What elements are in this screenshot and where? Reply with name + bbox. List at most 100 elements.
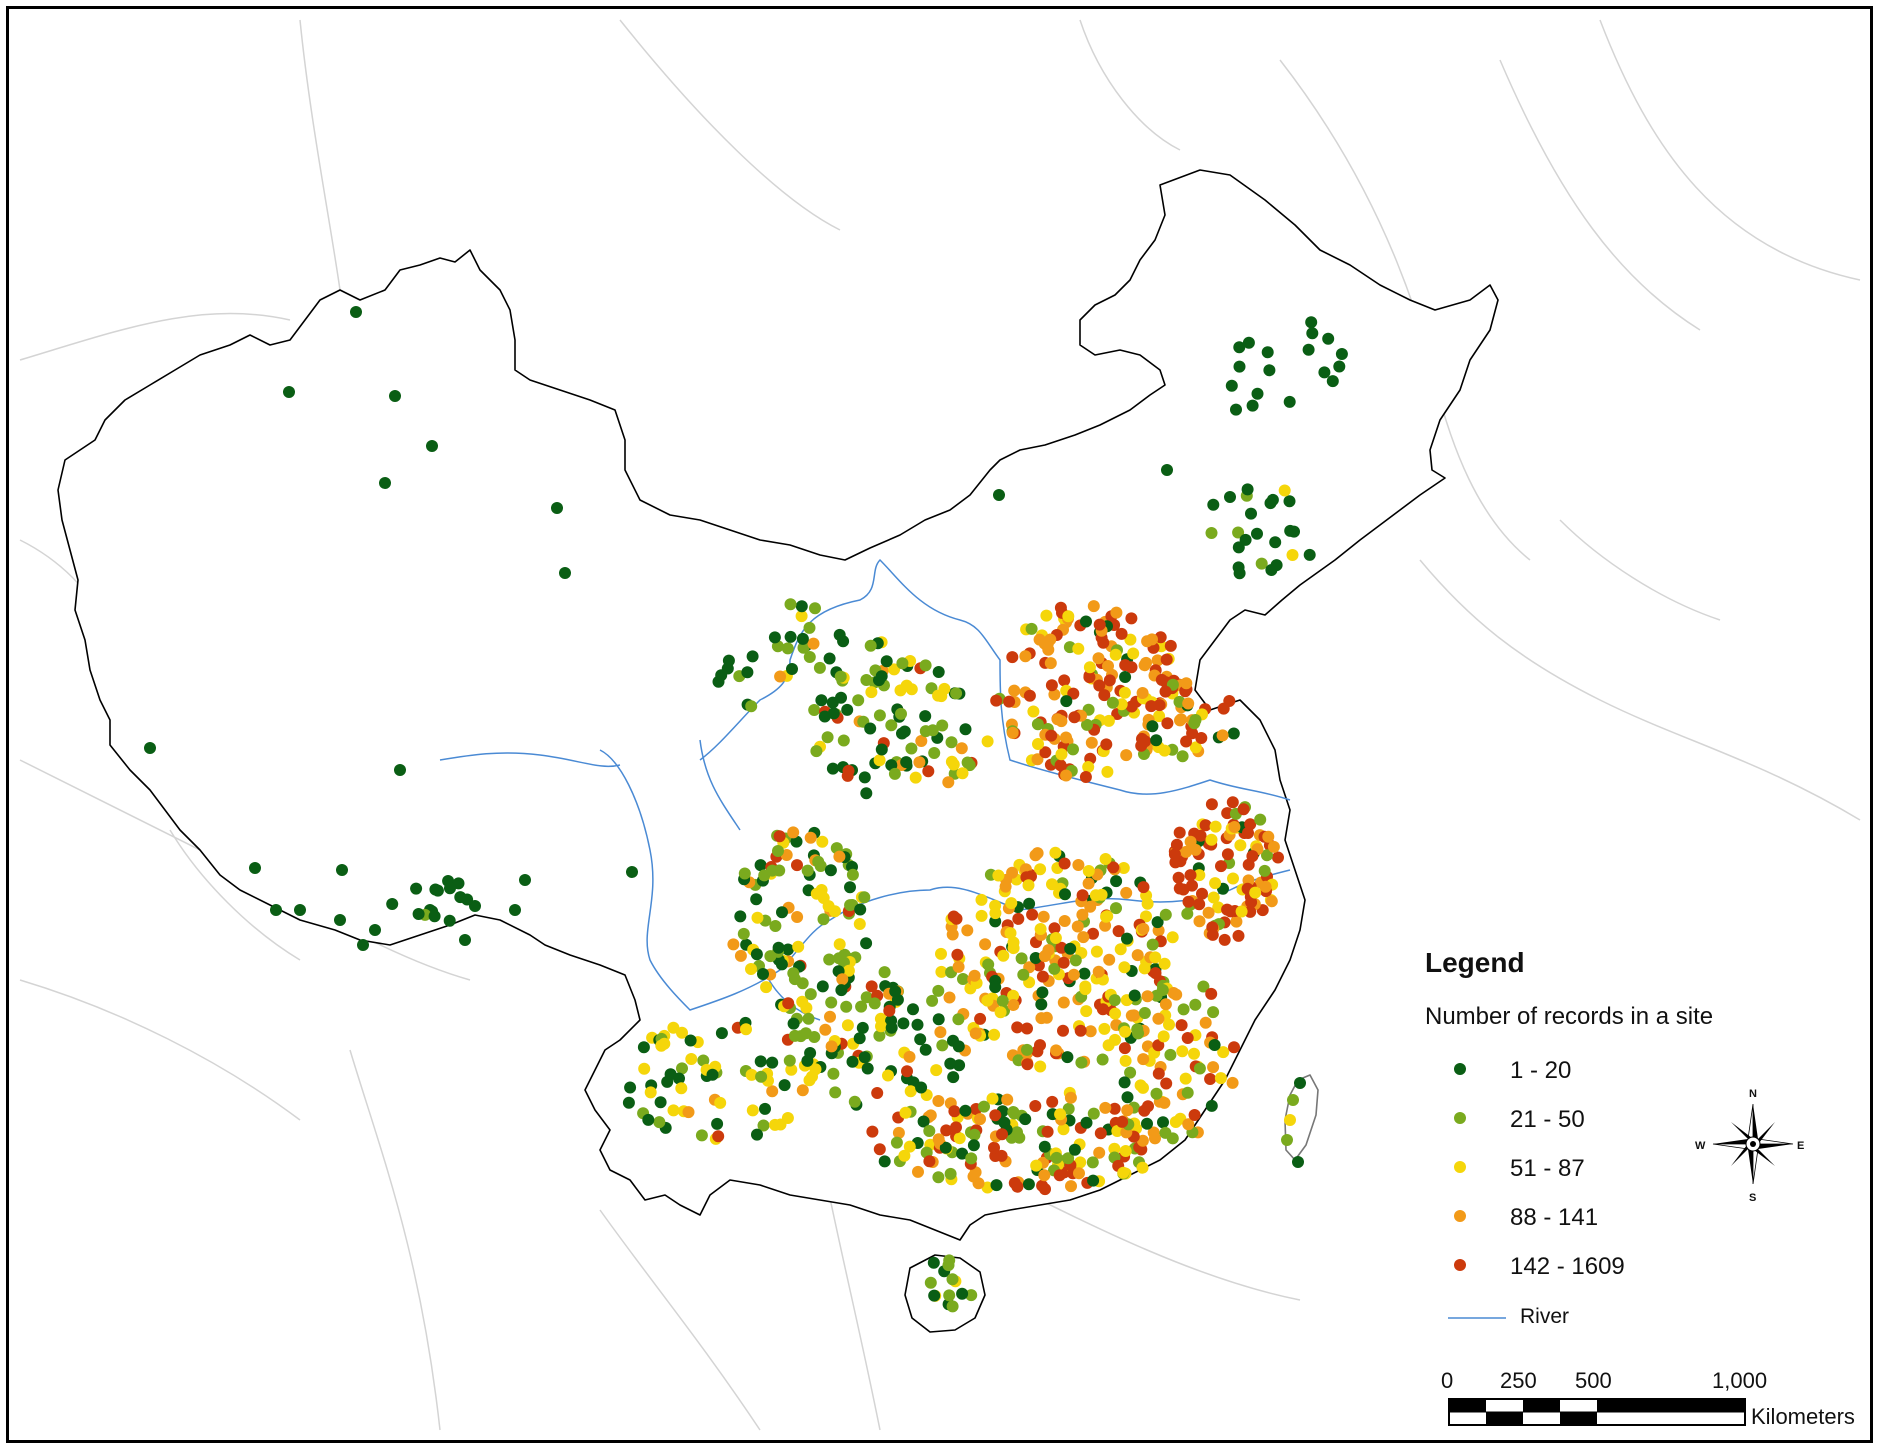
site-point — [898, 1149, 911, 1162]
site-point — [1060, 695, 1073, 708]
legend-label-river: River — [1520, 1305, 1569, 1328]
site-point — [939, 1141, 952, 1154]
site-point — [942, 1259, 955, 1272]
site-point — [1041, 637, 1054, 650]
site-point — [1021, 1058, 1034, 1071]
site-point — [804, 831, 817, 844]
china-outline — [57, 169, 1499, 1333]
site-point — [626, 866, 638, 878]
site-point — [1149, 1132, 1161, 1145]
site-point — [932, 1133, 945, 1146]
site-point — [786, 663, 798, 675]
site-point — [357, 939, 369, 951]
site-point — [1086, 1156, 1099, 1169]
site-point — [1132, 1027, 1145, 1040]
site-point — [797, 641, 810, 654]
site-point — [1265, 895, 1278, 908]
site-point — [1221, 848, 1234, 861]
site-point — [638, 1062, 651, 1075]
site-point — [1145, 700, 1158, 713]
site-point — [955, 742, 968, 755]
site-point — [1335, 348, 1348, 360]
site-point — [912, 1165, 924, 1178]
site-point — [746, 1104, 759, 1117]
site-point — [1232, 929, 1245, 942]
site-point — [1021, 1043, 1033, 1056]
site-point — [836, 973, 849, 986]
site-point — [1125, 661, 1138, 674]
site-point — [825, 996, 838, 1009]
site-point — [676, 1062, 688, 1075]
site-point — [769, 1118, 781, 1131]
site-point — [711, 1117, 724, 1130]
site-point — [873, 1029, 886, 1042]
site-point — [956, 1287, 969, 1300]
site-point — [1084, 900, 1097, 913]
site-point — [788, 1029, 801, 1042]
site-point — [1202, 906, 1215, 919]
site-point — [443, 914, 456, 927]
site-point — [803, 1074, 816, 1087]
site-point — [1102, 660, 1114, 672]
site-point — [684, 1034, 697, 1047]
site-point — [1039, 746, 1052, 759]
site-point — [1007, 936, 1020, 949]
site-point — [809, 602, 821, 615]
site-point — [1294, 1077, 1306, 1089]
site-point — [1053, 1169, 1066, 1182]
site-point — [873, 754, 886, 767]
site-point — [1175, 713, 1188, 726]
site-point — [858, 891, 871, 904]
site-point — [917, 1115, 930, 1128]
site-point — [853, 1032, 866, 1045]
site-point — [992, 869, 1005, 882]
site-point — [746, 650, 759, 663]
site-point — [1254, 813, 1267, 826]
site-point — [875, 743, 888, 756]
site-point — [1007, 999, 1020, 1011]
site-point — [932, 689, 945, 702]
site-point — [1176, 750, 1189, 763]
site-point — [975, 893, 988, 906]
site-point — [1057, 1024, 1069, 1037]
site-point — [1168, 848, 1181, 861]
site-point — [1055, 715, 1068, 728]
site-point — [1242, 336, 1255, 349]
site-point — [784, 630, 797, 643]
site-point — [459, 934, 471, 946]
site-point — [864, 722, 877, 735]
site-point — [959, 723, 972, 736]
site-point — [1179, 1072, 1192, 1085]
site-point — [774, 670, 787, 683]
site-point — [1193, 898, 1206, 911]
site-point — [1035, 998, 1048, 1011]
site-point — [953, 1059, 966, 1072]
site-point — [1175, 1019, 1188, 1032]
site-point — [956, 767, 969, 780]
site-point — [1058, 674, 1071, 687]
site-point — [1049, 846, 1062, 859]
site-point — [896, 727, 908, 740]
site-point — [1172, 871, 1185, 884]
site-point — [772, 941, 785, 954]
site-point — [336, 864, 348, 876]
site-point — [1074, 1024, 1087, 1037]
site-point — [1003, 695, 1016, 708]
site-point — [1034, 863, 1047, 876]
site-point — [773, 830, 786, 843]
site-point — [1225, 379, 1238, 392]
site-point — [932, 1095, 945, 1107]
site-point — [386, 898, 399, 910]
site-point — [1120, 886, 1133, 899]
site-point — [878, 966, 891, 979]
site-point — [860, 787, 873, 800]
site-point — [1207, 891, 1220, 904]
site-point — [1006, 866, 1019, 879]
site-point — [1189, 714, 1202, 726]
site-point — [982, 958, 995, 971]
site-point — [1006, 726, 1019, 739]
site-point — [1023, 689, 1036, 702]
site-point — [865, 980, 878, 993]
site-point — [895, 707, 907, 720]
site-point — [1065, 1180, 1077, 1193]
